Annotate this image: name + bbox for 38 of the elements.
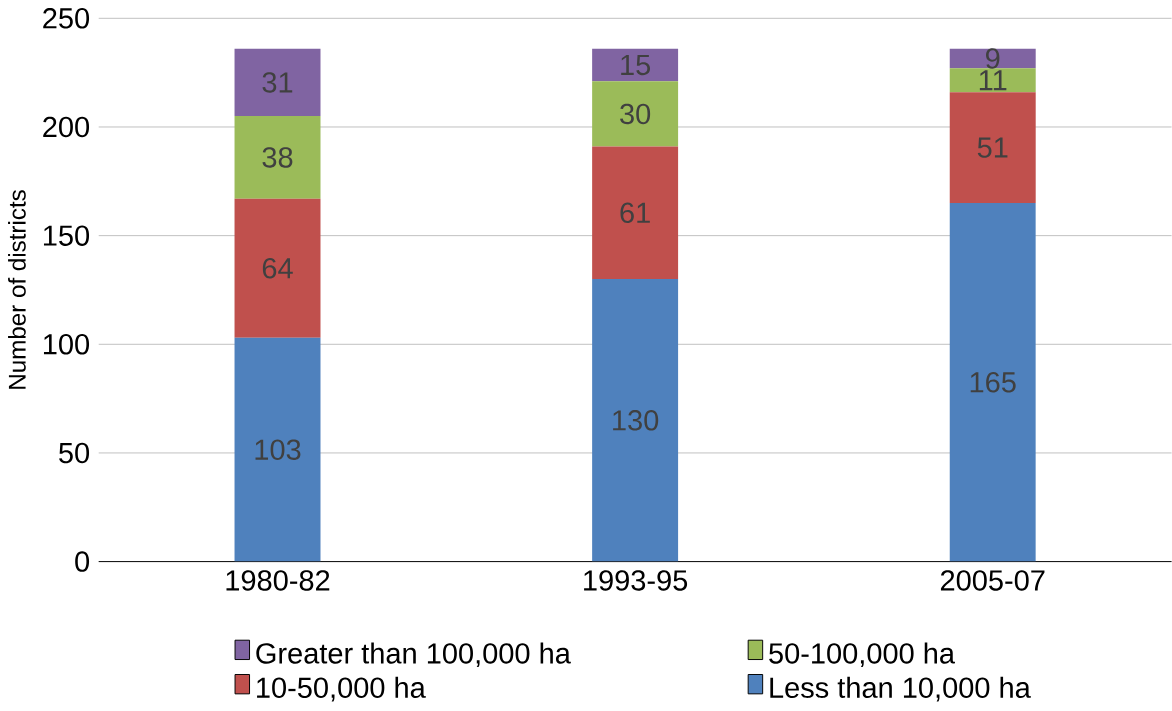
bar <box>949 92 1036 204</box>
data-label: 9 <box>986 48 1000 69</box>
legend-label: Less than 10,000 ha <box>770 676 1031 702</box>
data-label: 61 <box>620 202 650 224</box>
y-tick-label: 0 <box>75 551 90 572</box>
data-label: 51 <box>977 137 1008 158</box>
data-label: 165 <box>970 372 1016 393</box>
data-label: 103 <box>255 439 301 460</box>
y-tick-label: 50 <box>59 442 90 464</box>
legend-label: 50-100,000 ha <box>769 642 955 668</box>
legend-label: Greater than 100,000 ha <box>256 642 571 668</box>
bar <box>949 48 1036 69</box>
y-tick-label: 100 <box>43 334 90 355</box>
bar <box>234 337 321 562</box>
bar <box>234 48 321 117</box>
data-label: 15 <box>621 54 651 76</box>
x-tick-label: 1980-82 <box>226 570 330 591</box>
data-label: 11 <box>979 70 1007 91</box>
bar <box>592 48 679 82</box>
data-label: 30 <box>620 103 651 125</box>
bar <box>234 116 321 199</box>
data-label: 38 <box>262 147 293 168</box>
x-tick-label: 2005-07 <box>940 570 1045 591</box>
bar <box>949 68 1036 93</box>
bar <box>592 81 679 147</box>
y-tick-label: 250 <box>43 8 90 29</box>
data-label: 130 <box>613 410 659 431</box>
legend-label: 10-50,000 ha <box>257 676 426 702</box>
bar <box>949 203 1036 562</box>
x-tick-label: 1993-95 <box>584 570 688 591</box>
bar <box>592 146 679 280</box>
data-label: 31 <box>262 72 293 93</box>
data-label: 64 <box>262 257 293 279</box>
y-tick-label: 200 <box>43 116 90 138</box>
bar <box>592 279 679 562</box>
y-axis-title: Number of districts <box>8 190 26 389</box>
bar <box>234 198 321 338</box>
y-tick-label: 150 <box>43 225 90 246</box>
